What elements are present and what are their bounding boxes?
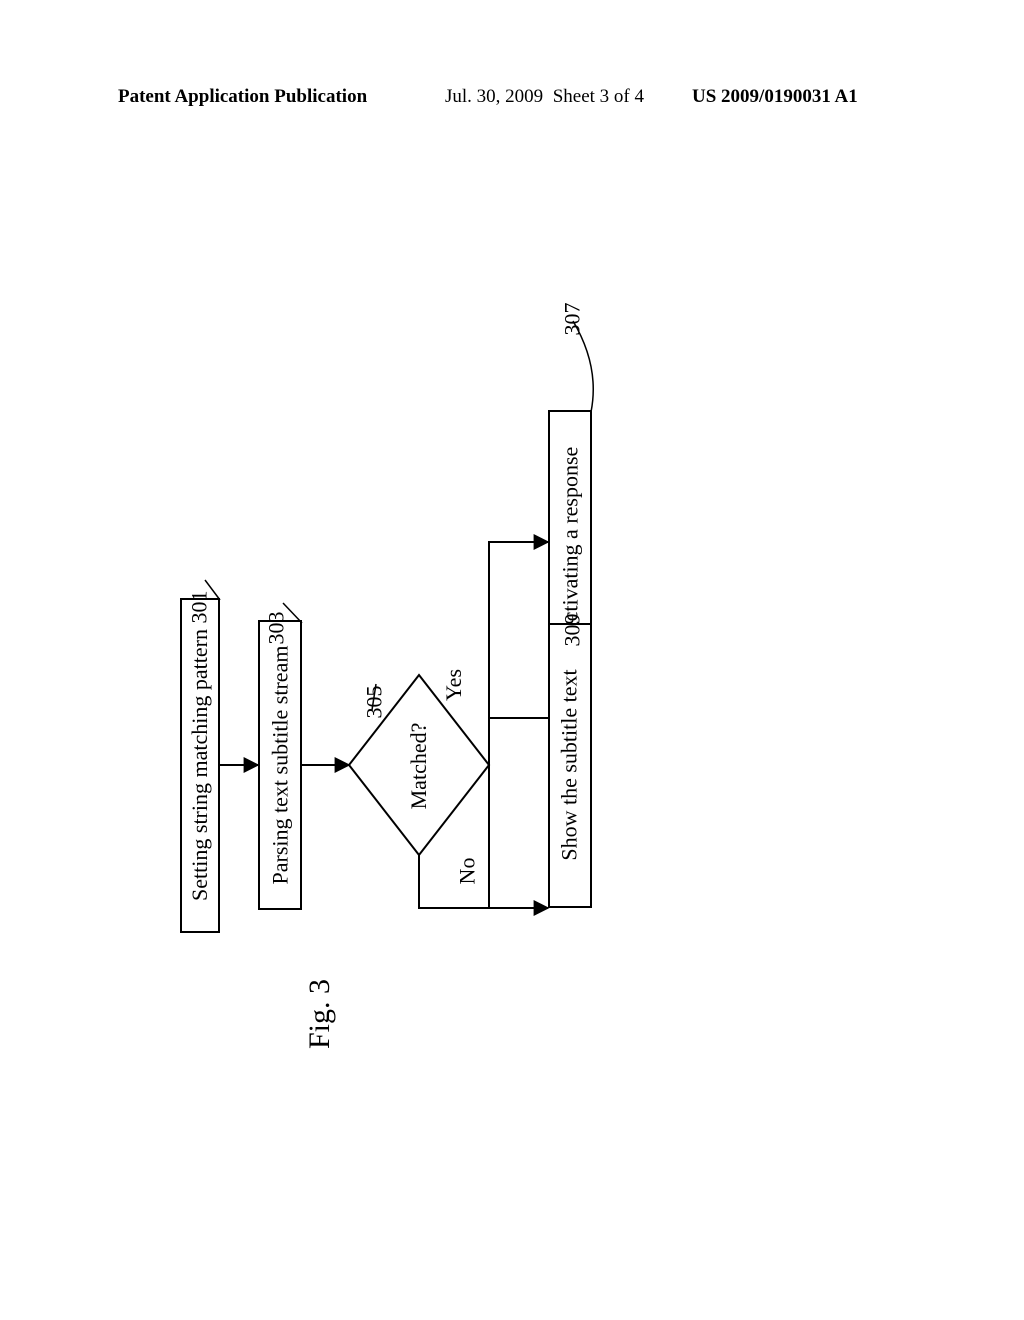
ref-309: 309: [560, 614, 586, 647]
node-activating-response-label: Activating a response: [557, 447, 583, 638]
node-show-subtitle-label: Show the subtitle text: [557, 669, 583, 860]
node-set-pattern-label: Setting string matching pattern: [187, 629, 213, 901]
node-parse-stream: Parsing text subtitle stream: [258, 620, 302, 910]
ref-307: 307: [560, 303, 586, 336]
ref-305: 305: [362, 686, 388, 719]
node-parse-stream-label: Parsing text subtitle stream: [267, 646, 293, 885]
node-set-pattern: Setting string matching pattern: [180, 598, 220, 933]
ref-303: 303: [264, 612, 290, 645]
edge-label-no: No: [454, 858, 480, 885]
edge-label-yes: Yes: [441, 669, 467, 701]
flowchart-svg: [0, 0, 1024, 1320]
node-show-subtitle: Show the subtitle text: [548, 623, 592, 908]
ref-301: 301: [187, 591, 213, 624]
figure-label: Fig. 3: [303, 979, 337, 1049]
node-matched-label: Matched?: [406, 716, 432, 816]
